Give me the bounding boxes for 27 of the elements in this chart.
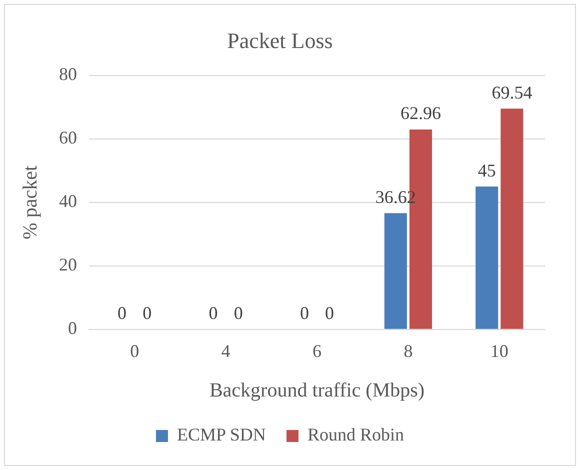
x-tick-label: 6 xyxy=(312,340,322,361)
data-label: 0 xyxy=(300,303,309,324)
y-tick-label: 20 xyxy=(59,254,77,275)
data-label: 62.96 xyxy=(400,103,441,124)
data-label: 0 xyxy=(234,303,243,324)
bar xyxy=(500,108,524,329)
bar xyxy=(384,213,407,329)
y-axis-title: % packet xyxy=(19,165,42,240)
chart-title: Packet Loss xyxy=(227,28,333,53)
y-tick-label: 0 xyxy=(68,318,77,338)
x-tick-label: 4 xyxy=(221,340,230,361)
data-label: 0 xyxy=(118,303,127,324)
data-label: 69.54 xyxy=(492,82,532,102)
x-tick-label: 0 xyxy=(130,340,140,361)
data-label: 0 xyxy=(208,303,218,324)
legend-label: Round Robin xyxy=(308,424,404,445)
legend-label: ECMP SDN xyxy=(176,424,266,445)
y-tick-label: 80 xyxy=(59,64,77,84)
data-label: 0 xyxy=(325,303,334,324)
data-label: 0 xyxy=(142,303,152,324)
x-tick-label: 8 xyxy=(404,340,413,361)
x-axis-title: Background traffic (Mbps) xyxy=(209,379,425,402)
y-tick-label: 40 xyxy=(59,191,77,212)
y-tick-label: 60 xyxy=(59,128,77,148)
data-label: 45 xyxy=(478,160,496,180)
x-tick-label: 10 xyxy=(490,340,508,361)
bar xyxy=(476,186,498,329)
